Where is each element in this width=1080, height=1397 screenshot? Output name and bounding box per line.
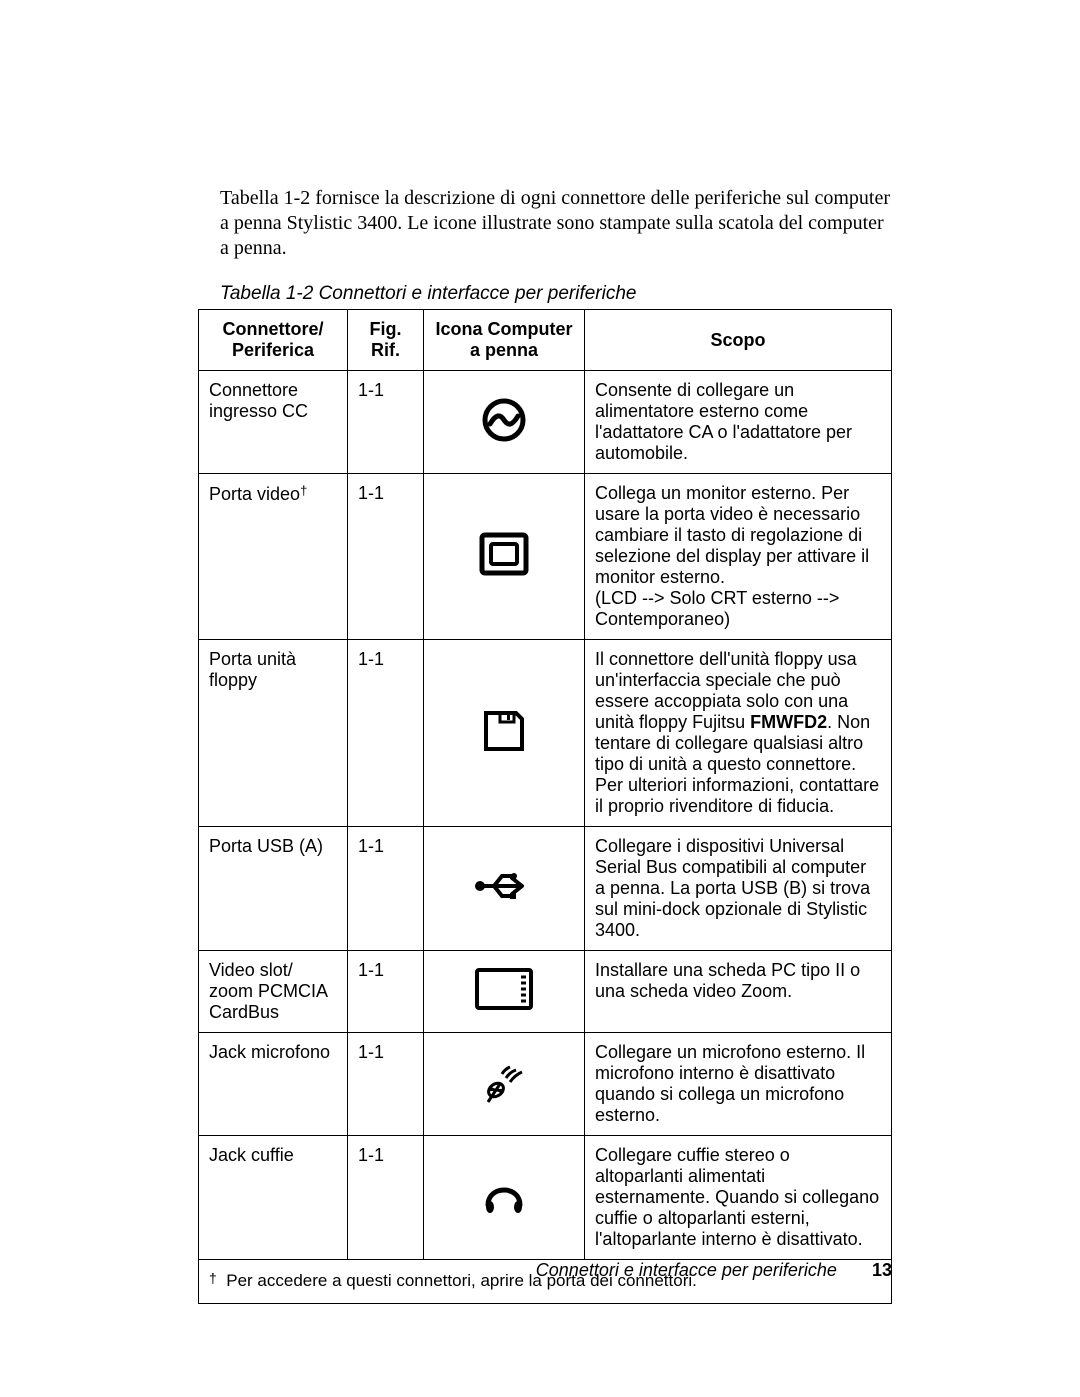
connectors-table: Connettore/Periferica Fig.Rif. Icona Com… (198, 309, 892, 1304)
cell-connettore: Video slot/ zoom PCMCIA CardBus (199, 951, 348, 1033)
table-row: Porta video†1-1 Collega un monitor ester… (199, 474, 892, 640)
table-row: Connettore ingresso CC1-1 Consente di co… (199, 371, 892, 474)
floppy-icon (480, 707, 528, 760)
cell-scopo: Consente di collegare un alimentatore es… (585, 371, 892, 474)
cell-scopo: Collega un monitor esterno. Per usare la… (585, 474, 892, 640)
header-fig: Fig.Rif. (348, 310, 424, 371)
cell-icon (424, 640, 585, 827)
header-scopo: Scopo (585, 310, 892, 371)
footer-page-number: 13 (872, 1260, 892, 1280)
header-icona: Icona Computera penna (424, 310, 585, 371)
cell-icon (424, 474, 585, 640)
table-header-row: Connettore/Periferica Fig.Rif. Icona Com… (199, 310, 892, 371)
headphones-icon (480, 1173, 528, 1222)
dc-in-icon (480, 396, 528, 449)
cell-fig: 1-1 (348, 640, 424, 827)
cell-icon (424, 1033, 585, 1136)
scopo-text: Il connettore dell'unità floppy usa un'i… (595, 649, 879, 816)
cell-scopo: Collegare un microfono esterno. Il micro… (585, 1033, 892, 1136)
cell-scopo: Collegare cuffie stereo o altoparlanti a… (585, 1136, 892, 1260)
cell-fig: 1-1 (348, 474, 424, 640)
scopo-text: Consente di collegare un alimentatore es… (595, 380, 852, 463)
scopo-text: Collegare i dispositivi Universal Serial… (595, 836, 870, 940)
cell-connettore: Jack cuffie (199, 1136, 348, 1260)
scopo-text: Collegare un microfono esterno. Il micro… (595, 1042, 865, 1125)
cell-fig: 1-1 (348, 1136, 424, 1260)
scopo-text: Installare una scheda PC tipo II o una s… (595, 960, 860, 1001)
cell-connettore: Porta video† (199, 474, 348, 640)
footer-title: Connettori e interfacce per periferiche (536, 1260, 837, 1280)
cell-connettore: Jack microfono (199, 1033, 348, 1136)
cell-scopo: Collegare i dispositivi Universal Serial… (585, 827, 892, 951)
cell-connettore: Porta unità floppy (199, 640, 348, 827)
cell-fig: 1-1 (348, 1033, 424, 1136)
table-row: Porta USB (A)1-1 Collegare i dispositivi… (199, 827, 892, 951)
table-row: Jack cuffie1-1 Collegare cuffie stereo o… (199, 1136, 892, 1260)
cell-fig: 1-1 (348, 827, 424, 951)
table-row: Porta unità floppy1-1 Il connettore dell… (199, 640, 892, 827)
table-row: Jack microfono1-1 Collegare un microfono… (199, 1033, 892, 1136)
table-caption: Tabella 1-2 Connettori e interfacce per … (220, 283, 890, 305)
table-body: Connettore ingresso CC1-1 Consente di co… (199, 371, 892, 1260)
scopo-text: Collega un monitor esterno. Per usare la… (595, 483, 869, 629)
scopo-text: Collegare cuffie stereo o altoparlanti a… (595, 1145, 879, 1249)
cell-icon (424, 1136, 585, 1260)
cell-icon (424, 951, 585, 1033)
usb-icon (472, 866, 536, 911)
document-page: Tabella 1-2 fornisce la descrizione di o… (0, 0, 1080, 1397)
cell-icon (424, 827, 585, 951)
cell-scopo: Installare una scheda PC tipo II o una s… (585, 951, 892, 1033)
mic-icon (480, 1058, 528, 1111)
cell-icon (424, 371, 585, 474)
cell-scopo: Il connettore dell'unità floppy usa un'i… (585, 640, 892, 827)
page-footer: Connettori e interfacce per periferiche … (198, 1260, 892, 1281)
cell-fig: 1-1 (348, 951, 424, 1033)
cell-fig: 1-1 (348, 371, 424, 474)
pcmcia-icon (474, 967, 534, 1016)
cell-connettore: Porta USB (A) (199, 827, 348, 951)
cell-connettore: Connettore ingresso CC (199, 371, 348, 474)
header-connettore: Connettore/Periferica (199, 310, 348, 371)
table-row: Video slot/ zoom PCMCIA CardBus1-1 Insta… (199, 951, 892, 1033)
video-icon (479, 532, 529, 581)
intro-paragraph: Tabella 1-2 fornisce la descrizione di o… (220, 186, 890, 261)
